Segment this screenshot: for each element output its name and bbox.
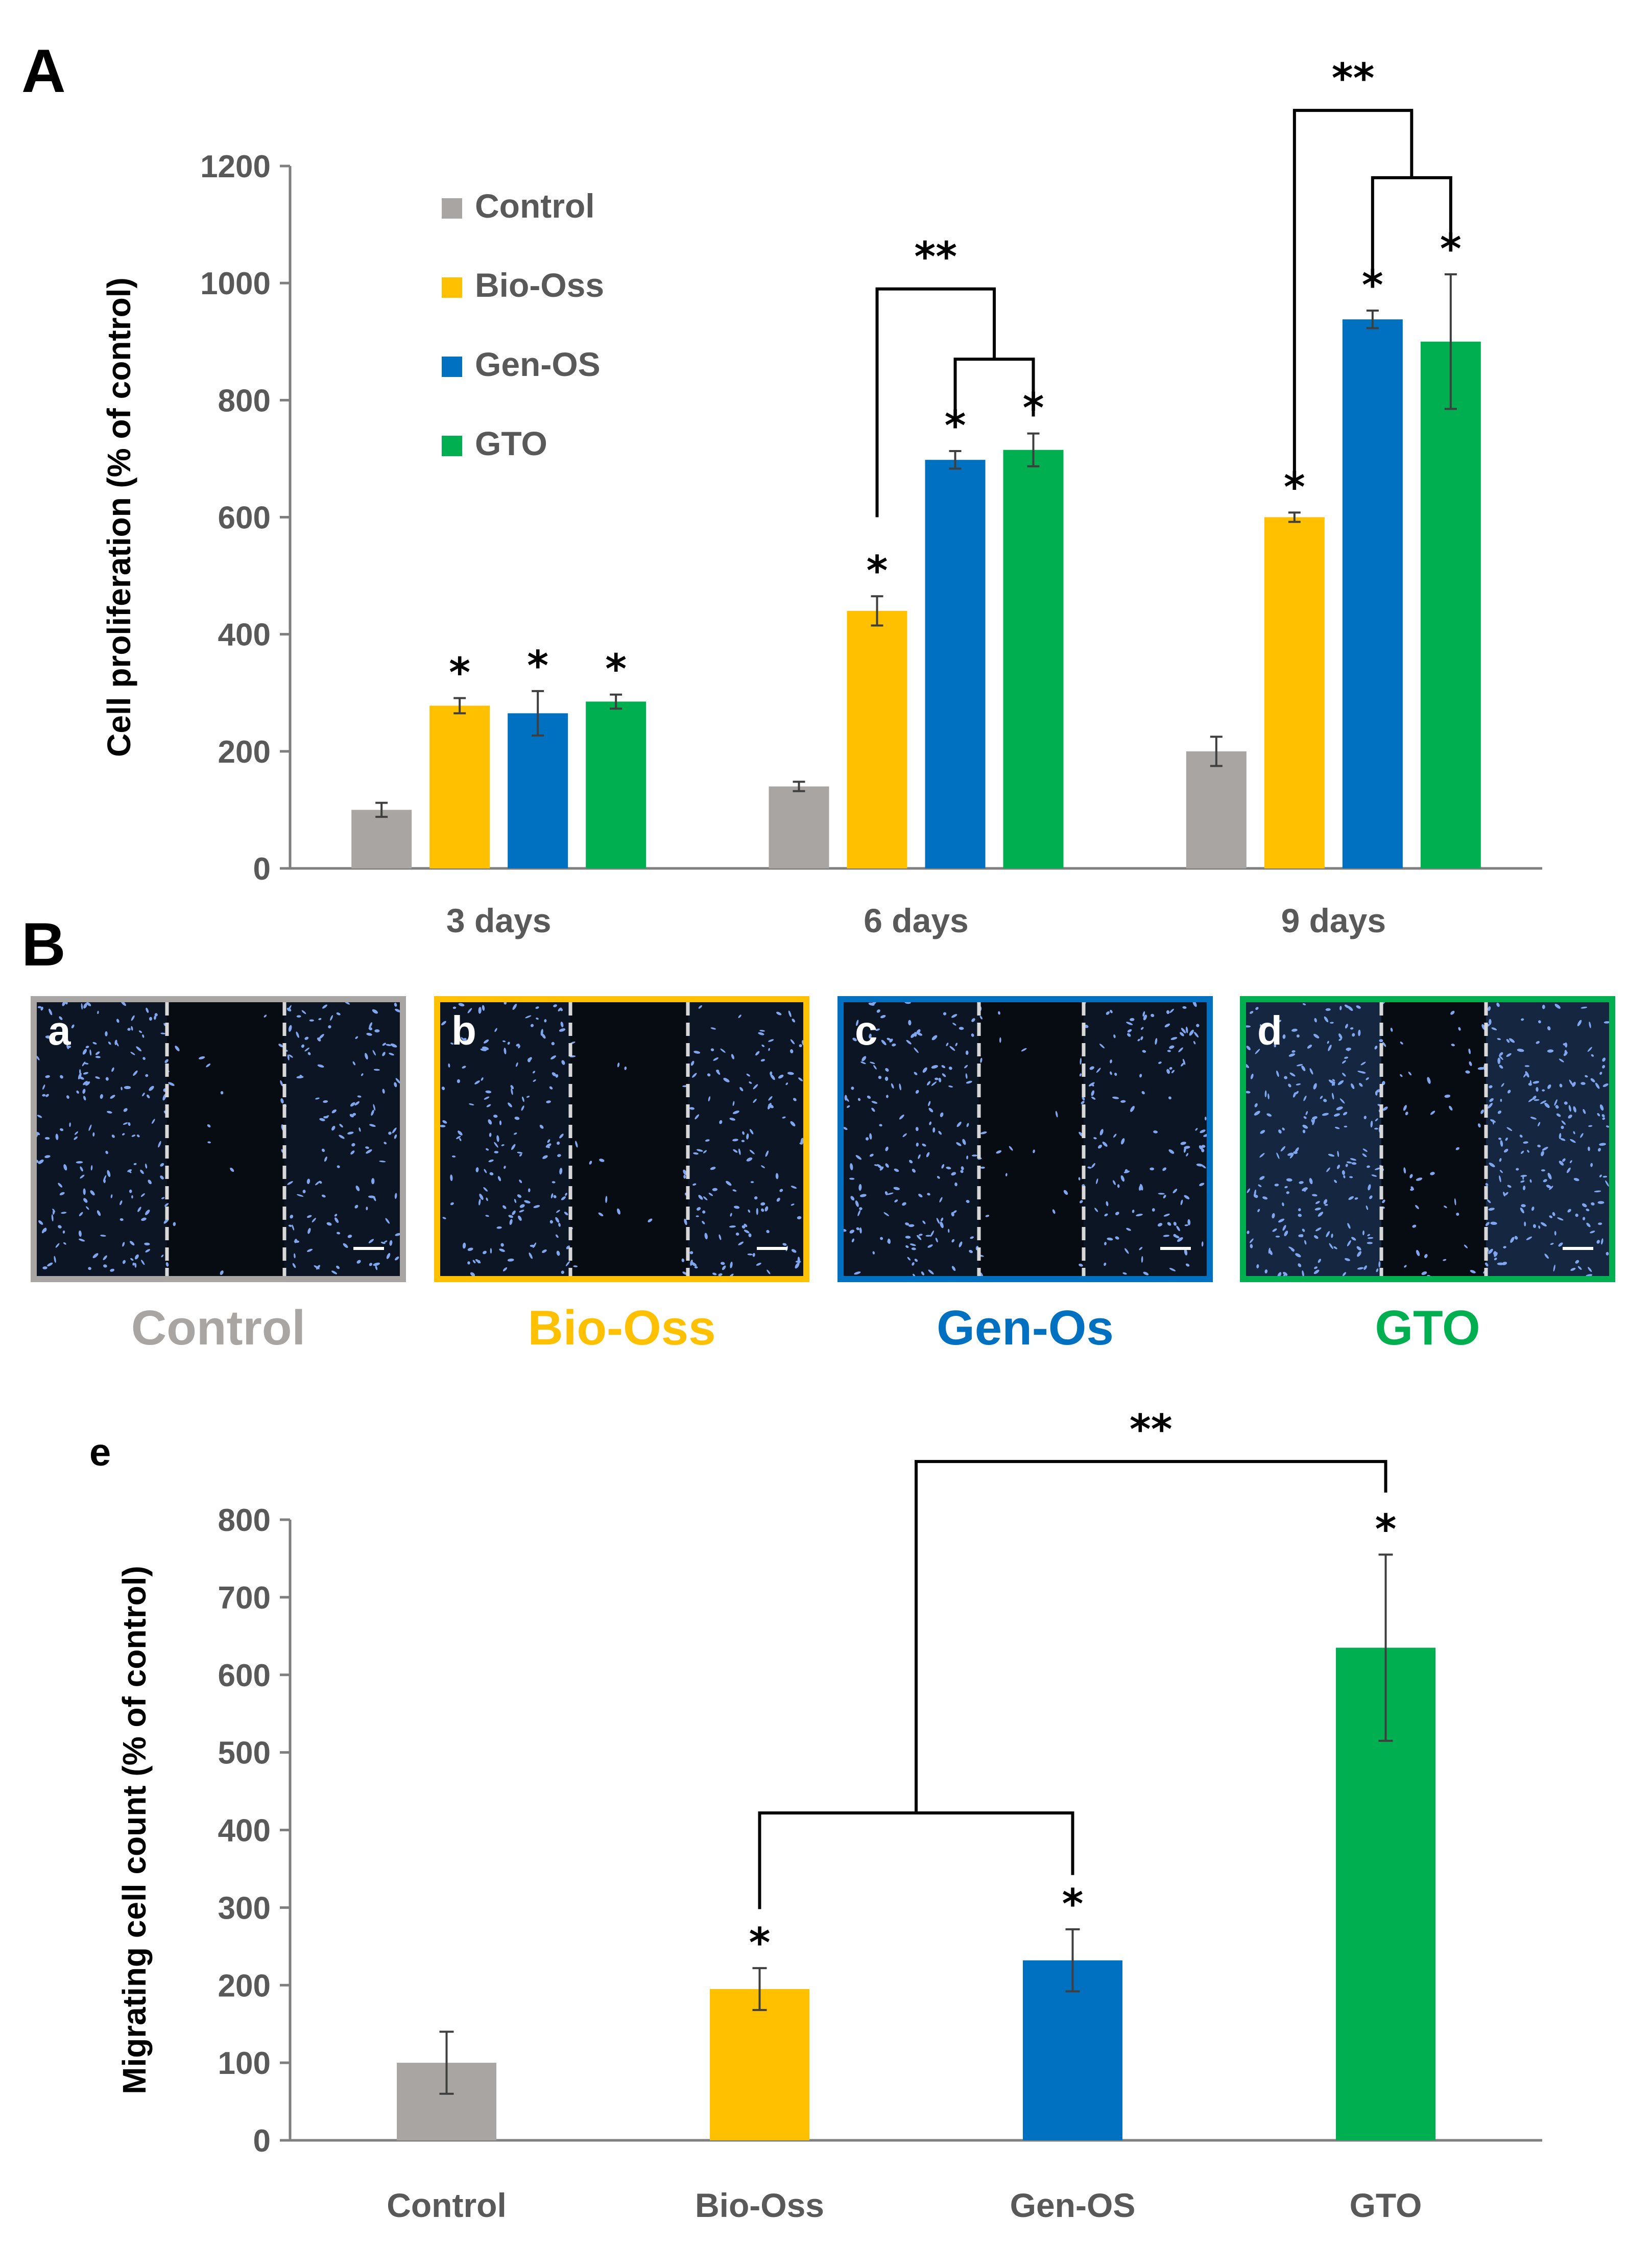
bar-control-2 [769,786,829,868]
cell-image [1246,1002,1609,1276]
cell-image [844,1002,1207,1276]
micrograph-letter: c [855,1008,878,1053]
y-tick-label: 300 [218,1891,271,1926]
bar-gen-os-2 [925,460,986,868]
bar-control-3 [1186,751,1247,868]
y-tick-label: 100 [218,2046,271,2081]
comparison-bracket [953,358,1035,426]
x-tick-label: 9 days [1281,902,1386,939]
significance-star: * [749,1919,771,1967]
panel-label-b: B [21,910,66,979]
y-tick-label: 200 [218,735,271,770]
comparison-bracket [875,287,996,517]
bar-gen-os-1 [508,713,568,868]
panel-label-e: e [89,1431,111,1474]
legend-swatch-gen-os [442,357,462,377]
y-tick-label: 800 [218,1503,271,1538]
bar-bio-oss-1 [429,705,490,868]
significance-double-star: ** [1332,55,1375,102]
bar-gto-1 [586,701,647,868]
legend-label-bio-oss: Bio-Oss [475,266,604,304]
cell-nuclei [844,1002,1207,1276]
y-tick-label: 0 [253,852,271,887]
y-tick-label: 600 [218,1658,271,1693]
micrograph-gto: d [1240,996,1615,1282]
micrograph-label-bio-oss: Bio-Oss [528,1301,716,1355]
significance-star: * [1375,1505,1397,1553]
y-tick-label: 1200 [200,149,271,184]
y-axis-title: Cell proliferation (% of control) [101,277,137,757]
bar-gen-os-3 [1342,319,1403,869]
legend-swatch-bio-oss [442,277,462,298]
micrograph-control: a [31,996,406,1282]
bar-bio-oss [710,1989,809,2140]
micrograph-label-gto: GTO [1375,1301,1480,1355]
x-tick-label: GTO [1350,2186,1422,2224]
cell-nuclei [37,1002,400,1275]
panel-label-a: A [21,37,66,105]
x-tick-label: 6 days [864,902,968,939]
comparison-bracket [758,1811,1074,1909]
micrograph-label-gen-os: Gen-Os [937,1301,1114,1355]
significance-star: * [527,642,548,690]
micrograph-letter: b [451,1008,476,1053]
y-tick-label: 600 [218,501,271,536]
bar-bio-oss-2 [847,610,907,868]
cell-image [440,1002,803,1276]
bar-gto-3 [1420,341,1481,868]
legend-label-gto: GTO [475,424,547,462]
micrograph-bio-oss: b [434,996,809,1282]
y-tick-label: 800 [218,383,271,418]
y-axis-title: Migrating cell count (% of control) [116,1566,153,2094]
y-tick-label: 200 [218,1968,271,2003]
significance-double-star: ** [1130,1410,1172,1453]
y-tick-label: 700 [218,1580,271,1616]
micrograph-gen-os: c [837,996,1213,1282]
micrograph-letter: d [1257,1008,1282,1053]
significance-star: * [605,646,627,693]
x-tick-label: Bio-Oss [695,2186,824,2224]
y-tick-label: 400 [218,1813,271,1849]
y-tick-label: 1000 [200,266,271,301]
comparison-bracket [1292,109,1414,481]
legend-swatch-gto [442,436,462,456]
migration-chart: 0 100 200 300 400 500 600 700 800 Migrating cell … [116,1410,1542,2224]
significance-double-star: ** [914,233,957,281]
significance-star: * [449,649,470,697]
legend-label-gen-os: Gen-OS [475,345,601,383]
bar-gto-2 [1003,450,1064,868]
scratch-gap [1381,1002,1486,1276]
proliferation-chart: 0 200 400 600 800 1000 1200 Cell proliferation … [101,55,1542,939]
significance-star: * [1062,1880,1084,1928]
micrograph-label-control: Control [131,1301,306,1355]
significance-star: * [867,547,888,595]
x-tick-label: Control [387,2186,507,2224]
y-tick-label: 0 [253,2123,271,2159]
x-tick-label: Gen-OS [1010,2186,1136,2224]
x-tick-label: 3 days [446,902,551,939]
scratch-gap [167,1002,284,1276]
bar-control-1 [351,810,412,868]
y-tick-label: 400 [218,618,271,653]
y-tick-label: 500 [218,1736,271,1771]
scratch-gap [979,1002,1084,1276]
cell-image [37,1002,400,1276]
legend-label-control: Control [475,187,595,225]
bar-bio-oss-3 [1264,517,1325,868]
scratch-gap [570,1002,688,1276]
micrograph-letter: a [48,1008,71,1053]
comparison-bracket [1371,176,1452,276]
comparison-bracket [915,1460,1387,1813]
legend-swatch-control [442,198,462,219]
